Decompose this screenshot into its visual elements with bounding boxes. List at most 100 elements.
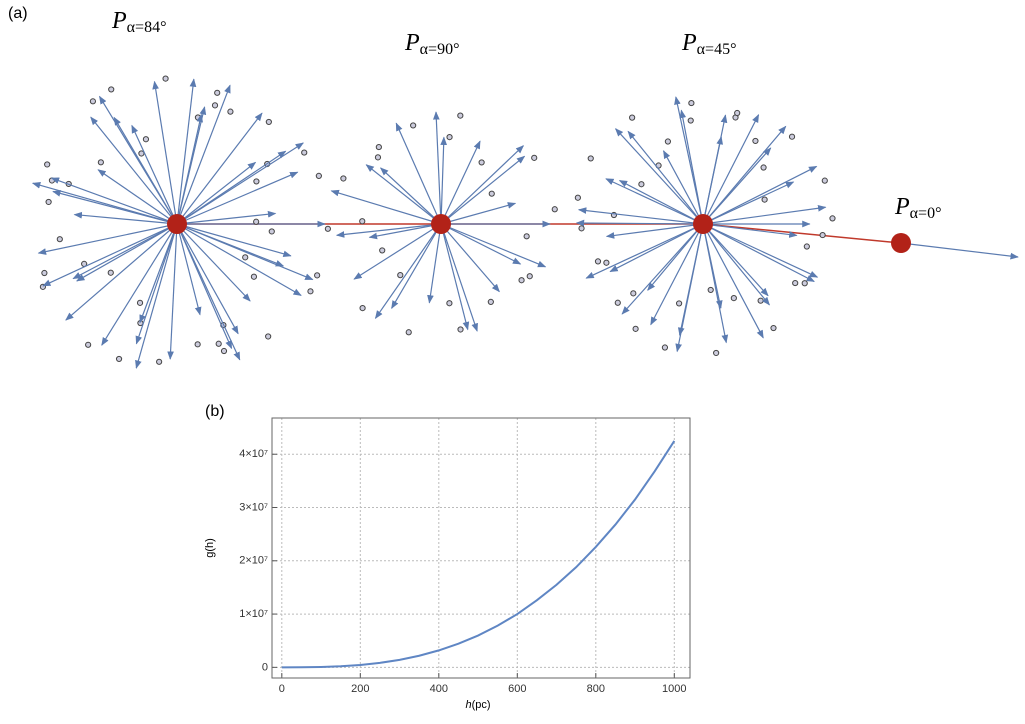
x-axis-label-unit: (pc) — [472, 699, 491, 711]
y-tick-label: 0 — [262, 661, 268, 673]
x-axis-label-italic: h — [465, 699, 471, 711]
arrow — [176, 223, 233, 350]
arrow — [176, 223, 292, 258]
line — [281, 440, 676, 669]
node — [693, 214, 713, 234]
subscript: α=45° — [697, 41, 737, 58]
point — [770, 324, 777, 332]
arrow — [395, 122, 442, 225]
arrow — [37, 223, 178, 255]
symbol: P — [111, 8, 127, 34]
arrow — [702, 223, 764, 339]
panel-label: (b) — [205, 403, 225, 420]
point — [242, 254, 249, 261]
node-label: Pα=45° — [681, 30, 736, 58]
point — [638, 181, 645, 188]
point — [214, 89, 221, 96]
trajectory — [177, 223, 902, 244]
arrow — [585, 223, 704, 279]
arrow — [609, 223, 704, 273]
panel-label: (a) — [8, 5, 28, 22]
point — [821, 177, 828, 184]
point — [603, 259, 610, 266]
arrow — [135, 223, 178, 369]
symbol: P — [404, 30, 420, 56]
arrow — [176, 223, 302, 296]
point — [518, 277, 525, 284]
point — [551, 206, 558, 213]
point — [757, 297, 764, 304]
point — [819, 231, 826, 239]
point — [675, 300, 683, 307]
symbol: P — [894, 194, 910, 220]
point — [253, 178, 260, 185]
point — [688, 99, 695, 107]
node-label: Pα=84° — [111, 8, 166, 36]
point — [788, 133, 796, 140]
point — [315, 172, 322, 179]
node — [891, 233, 911, 253]
y-axis-label: g(h) — [204, 538, 216, 558]
arrow — [440, 223, 478, 332]
symbol: P — [681, 30, 697, 56]
point — [803, 243, 810, 250]
point — [446, 134, 453, 141]
arrow — [615, 128, 704, 225]
x-tick-label: 600 — [508, 683, 526, 695]
arrow — [702, 223, 769, 297]
y-tick-label: 2×10⁷ — [239, 555, 268, 567]
point — [227, 108, 234, 115]
point — [375, 143, 382, 151]
point — [713, 349, 720, 357]
x-tick-label: 1000 — [662, 683, 686, 695]
point — [142, 136, 150, 143]
arrow — [440, 223, 500, 293]
arrow — [440, 145, 525, 225]
arrow — [31, 182, 178, 225]
x-tick-label: 200 — [351, 683, 369, 695]
arrow — [330, 189, 442, 225]
arrow — [440, 223, 470, 331]
point — [801, 280, 808, 287]
point — [359, 305, 366, 312]
arrow — [440, 136, 448, 225]
arrow — [335, 223, 442, 238]
arrow — [432, 111, 442, 225]
chart: 0 200 400 600 800 1000 0 1×10⁷ 2×10⁷ 3×10⁷ 4×10⁷ — [239, 417, 691, 695]
arrow — [176, 171, 299, 225]
arrow — [176, 112, 263, 225]
arrow — [90, 116, 178, 225]
arrow — [176, 210, 277, 225]
arrow — [176, 223, 314, 281]
point — [194, 341, 201, 348]
point — [89, 98, 97, 105]
point — [405, 329, 412, 336]
point — [307, 288, 314, 295]
point — [578, 225, 585, 232]
arrow — [353, 223, 442, 280]
arrow — [702, 147, 772, 225]
arrow — [365, 164, 442, 225]
arrow — [702, 165, 818, 225]
arrow — [176, 223, 202, 316]
arrow — [702, 204, 827, 225]
arrow — [391, 223, 442, 310]
point — [340, 175, 347, 182]
arrow — [702, 223, 798, 238]
arrow — [379, 167, 442, 225]
arrow — [662, 150, 704, 225]
point — [760, 164, 767, 171]
arrow — [440, 140, 481, 225]
point — [526, 273, 533, 280]
point — [314, 272, 321, 279]
point — [301, 149, 308, 156]
subscript: α=84° — [127, 19, 167, 36]
point — [487, 298, 494, 306]
y-tick-label: 3×10⁷ — [239, 501, 268, 513]
point — [587, 155, 594, 162]
arrow — [440, 155, 526, 225]
point — [629, 114, 636, 121]
point — [268, 228, 275, 235]
